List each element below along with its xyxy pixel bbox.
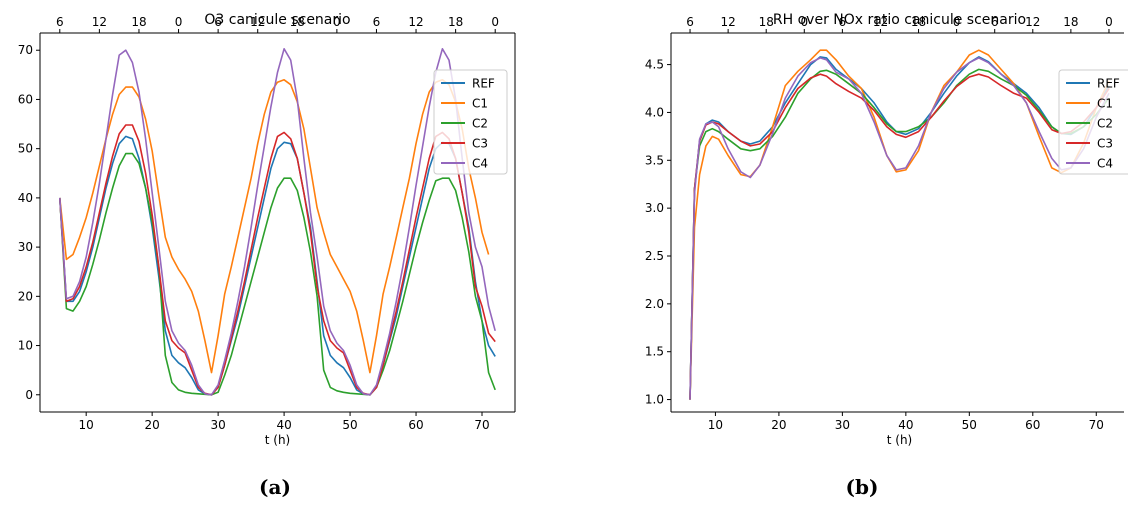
y-tick-label: 4.0 [645, 105, 664, 119]
top-tick-label: 0 [491, 15, 499, 29]
series-group [59, 47, 496, 396]
series-line-ref [59, 135, 496, 396]
x-tick-label: 60 [408, 418, 423, 432]
top-tick-label: 6 [686, 15, 694, 29]
top-tick-label: 0 [953, 15, 961, 29]
series-line-c1 [689, 49, 1110, 400]
top-tick-label: 12 [92, 15, 107, 29]
x-tick-label: 50 [342, 418, 357, 432]
plot-frame [39, 32, 516, 413]
top-tick-label: 18 [290, 15, 305, 29]
x-tick-label: 40 [276, 418, 291, 432]
y-tick-label: 50 [18, 142, 33, 156]
top-tick-label: 18 [131, 15, 146, 29]
legend-label-c1: C1 [472, 97, 488, 111]
x-tick-label: 20 [771, 418, 786, 432]
top-tick-label: 6 [991, 15, 999, 29]
series-line-c3 [689, 73, 1110, 400]
top-tick-label: 6 [214, 15, 222, 29]
top-tick-label: 12 [1025, 15, 1040, 29]
x-tick-label: 40 [898, 418, 913, 432]
top-tick-label: 6 [373, 15, 381, 29]
x-tick-label: 10 [79, 418, 94, 432]
caption-a: (a) [259, 475, 291, 499]
chart-title: O3 canicule scenario [204, 12, 350, 28]
legend-label-c3: C3 [1097, 137, 1113, 151]
y-tick-label: 30 [18, 240, 33, 254]
top-tick-label: 0 [800, 15, 808, 29]
series-line-c3 [59, 124, 496, 396]
y-tick-label: 1.0 [645, 393, 664, 407]
series-line-c4 [59, 47, 496, 396]
y-tick-label: 4.5 [645, 58, 664, 72]
legend-label-c4: C4 [1097, 157, 1113, 171]
x-tick-label: 20 [145, 418, 160, 432]
legend-label-c2: C2 [472, 117, 488, 131]
top-tick-label: 12 [408, 15, 423, 29]
caption-b: (b) [846, 475, 879, 499]
y-tick-label: 3.0 [645, 201, 664, 215]
x-axis-label: t (h) [265, 433, 291, 447]
x-axis-label: t (h) [887, 433, 913, 447]
legend: REF C1 C2 C3 C4 [1058, 69, 1128, 175]
top-tick-label: 0 [1105, 15, 1113, 29]
series-line-c2 [689, 68, 1110, 400]
series-line-c2 [59, 152, 496, 396]
y-tick-label: 0 [25, 388, 33, 402]
x-tick-label: 30 [210, 418, 225, 432]
top-tick-label: 0 [333, 15, 341, 29]
y-tick-label: 10 [18, 339, 33, 353]
x-tick-label: 10 [708, 418, 723, 432]
y-tick-label: 2.0 [645, 297, 664, 311]
top-tick-label: 18 [448, 15, 463, 29]
y-tick-label: 2.5 [645, 249, 664, 263]
series-line-ref [689, 56, 1110, 400]
top-tick-label: 6 [839, 15, 847, 29]
legend-label-ref: REF [1097, 77, 1120, 91]
top-tick-label: 18 [759, 15, 774, 29]
legend-label-c4: C4 [472, 157, 488, 171]
legend-label-c2: C2 [1097, 117, 1113, 131]
legend-box [1058, 69, 1128, 175]
top-tick-label: 0 [175, 15, 183, 29]
top-tick-label: 12 [873, 15, 888, 29]
top-tick-label: 12 [250, 15, 265, 29]
x-tick-label: 50 [962, 418, 977, 432]
series-line-c4 [689, 57, 1110, 400]
y-tick-label: 60 [18, 92, 33, 106]
panel-b: RH over NOx ratio canicule scenario 10 20 3… [645, 12, 1128, 447]
x-tick-label: 30 [835, 418, 850, 432]
y-tick-label: 40 [18, 191, 33, 205]
chart-title: RH over NOx ratio canicule scenario [773, 12, 1026, 28]
x-tick-label: 70 [474, 418, 489, 432]
x-tick-label: 70 [1089, 418, 1104, 432]
y-tick-label: 70 [18, 43, 33, 57]
series-line-c1 [59, 79, 490, 374]
series-group [689, 49, 1110, 400]
x-tick-label: 60 [1025, 418, 1040, 432]
legend: REF C1 C2 C3 C4 [433, 69, 508, 175]
y-tick-label: 20 [18, 289, 33, 303]
legend-label-c3: C3 [472, 137, 488, 151]
top-tick-label: 18 [911, 15, 926, 29]
y-tick-label: 1.5 [645, 345, 664, 359]
y-tick-label: 3.5 [645, 153, 664, 167]
top-tick-label: 12 [720, 15, 735, 29]
top-tick-label: 18 [1063, 15, 1078, 29]
plot-frame [670, 32, 1124, 413]
legend-box [433, 69, 508, 175]
legend-label-ref: REF [472, 77, 495, 91]
legend-label-c1: C1 [1097, 97, 1113, 111]
top-tick-label: 6 [56, 15, 64, 29]
